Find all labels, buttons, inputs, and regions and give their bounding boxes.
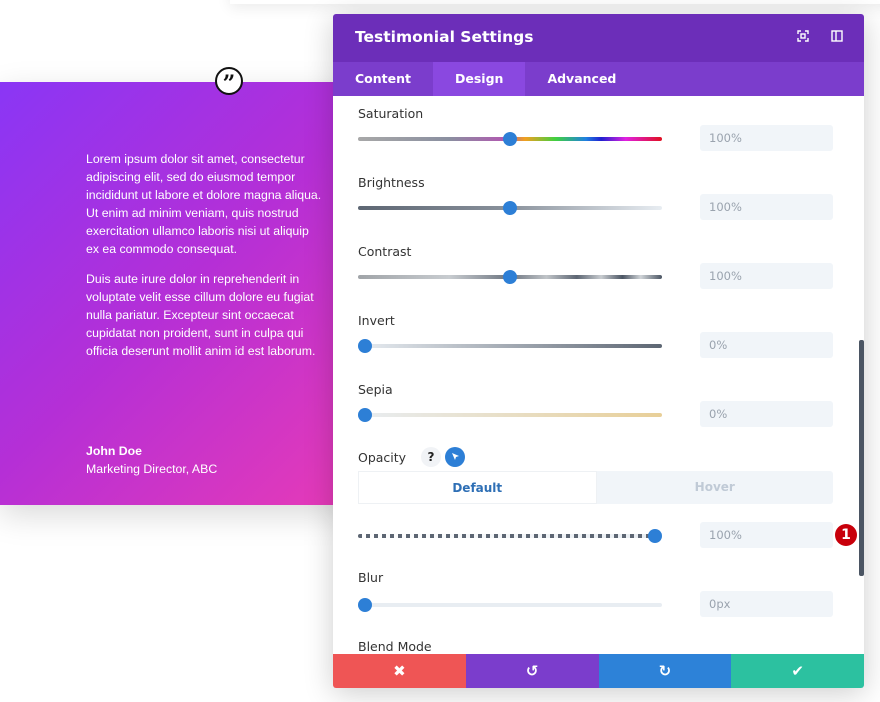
- sidebar-icon[interactable]: [830, 30, 844, 44]
- hover-state-tab[interactable]: Hover: [694, 480, 735, 494]
- blur-slider[interactable]: [358, 598, 662, 612]
- help-icon[interactable]: ?: [421, 447, 441, 467]
- invert-label: Invert: [358, 313, 395, 328]
- modal-title: Testimonial Settings: [355, 28, 534, 46]
- slider-thumb[interactable]: [503, 270, 517, 284]
- slider-thumb[interactable]: [503, 201, 517, 215]
- quote-icon: ”: [215, 67, 243, 97]
- save-button[interactable]: ✔: [731, 654, 864, 688]
- author-name: John Doe: [86, 444, 143, 458]
- tab-content[interactable]: Content: [355, 71, 411, 86]
- redo-button[interactable]: ↻: [598, 654, 732, 688]
- annotation-badge: 1: [835, 524, 857, 546]
- slider-thumb[interactable]: [358, 339, 372, 353]
- modal-footer: ✖ ↺ ↻ ✔: [333, 654, 864, 688]
- sepia-slider[interactable]: [358, 408, 662, 422]
- blur-label: Blur: [358, 570, 384, 585]
- undo-button[interactable]: ↺: [465, 654, 599, 688]
- testimonial-paragraph: Duis aute irure dolor in reprehenderit i…: [86, 272, 316, 358]
- testimonial-card: [0, 82, 360, 505]
- default-state-tab[interactable]: Default: [358, 471, 597, 504]
- settings-modal: Testimonial Settings Content Design Adva…: [333, 14, 864, 688]
- contrast-slider[interactable]: [358, 270, 662, 284]
- tab-advanced[interactable]: Advanced: [547, 71, 617, 86]
- saturation-slider[interactable]: [358, 132, 662, 146]
- slider-thumb[interactable]: [648, 529, 662, 543]
- saturation-input[interactable]: 100%: [700, 125, 833, 151]
- invert-input[interactable]: 0%: [700, 332, 833, 358]
- top-shadow: [230, 0, 880, 4]
- author-title: Marketing Director, ABC: [86, 462, 218, 476]
- cancel-button[interactable]: ✖: [333, 654, 466, 688]
- scrollbar[interactable]: [859, 340, 864, 576]
- tab-bar: Content Design Advanced: [333, 62, 864, 96]
- sepia-input[interactable]: 0%: [700, 401, 833, 427]
- opacity-input[interactable]: 100%: [700, 522, 833, 548]
- slider-thumb[interactable]: [503, 132, 517, 146]
- blur-input[interactable]: 0px: [700, 591, 833, 617]
- slider-thumb[interactable]: [358, 598, 372, 612]
- contrast-input[interactable]: 100%: [700, 263, 833, 289]
- testimonial-content: Lorem ipsum dolor sit amet, consectetur …: [86, 150, 324, 372]
- slider-thumb[interactable]: [358, 408, 372, 422]
- state-toggle: Default Hover: [358, 471, 833, 504]
- invert-slider[interactable]: [358, 339, 662, 353]
- tab-design[interactable]: Design: [433, 62, 526, 96]
- contrast-label: Contrast: [358, 244, 412, 259]
- testimonial-paragraph: Lorem ipsum dolor sit amet, consectetur …: [86, 152, 322, 256]
- modal-header: Testimonial Settings: [333, 14, 864, 62]
- opacity-label: Opacity: [358, 450, 407, 465]
- sepia-label: Sepia: [358, 382, 393, 397]
- testimonial-author: John Doe Marketing Director, ABC: [86, 442, 324, 478]
- blend-mode-label: Blend Mode: [358, 639, 432, 654]
- brightness-input[interactable]: 100%: [700, 194, 833, 220]
- opacity-slider[interactable]: [358, 529, 662, 543]
- modal-body: Saturation 100% Brightness 100% Contrast 1…: [333, 96, 864, 654]
- responsive-cursor-icon[interactable]: [445, 447, 465, 467]
- brightness-slider[interactable]: [358, 201, 662, 215]
- saturation-label: Saturation: [358, 106, 424, 121]
- brightness-label: Brightness: [358, 175, 425, 190]
- fullscreen-icon[interactable]: [796, 30, 810, 44]
